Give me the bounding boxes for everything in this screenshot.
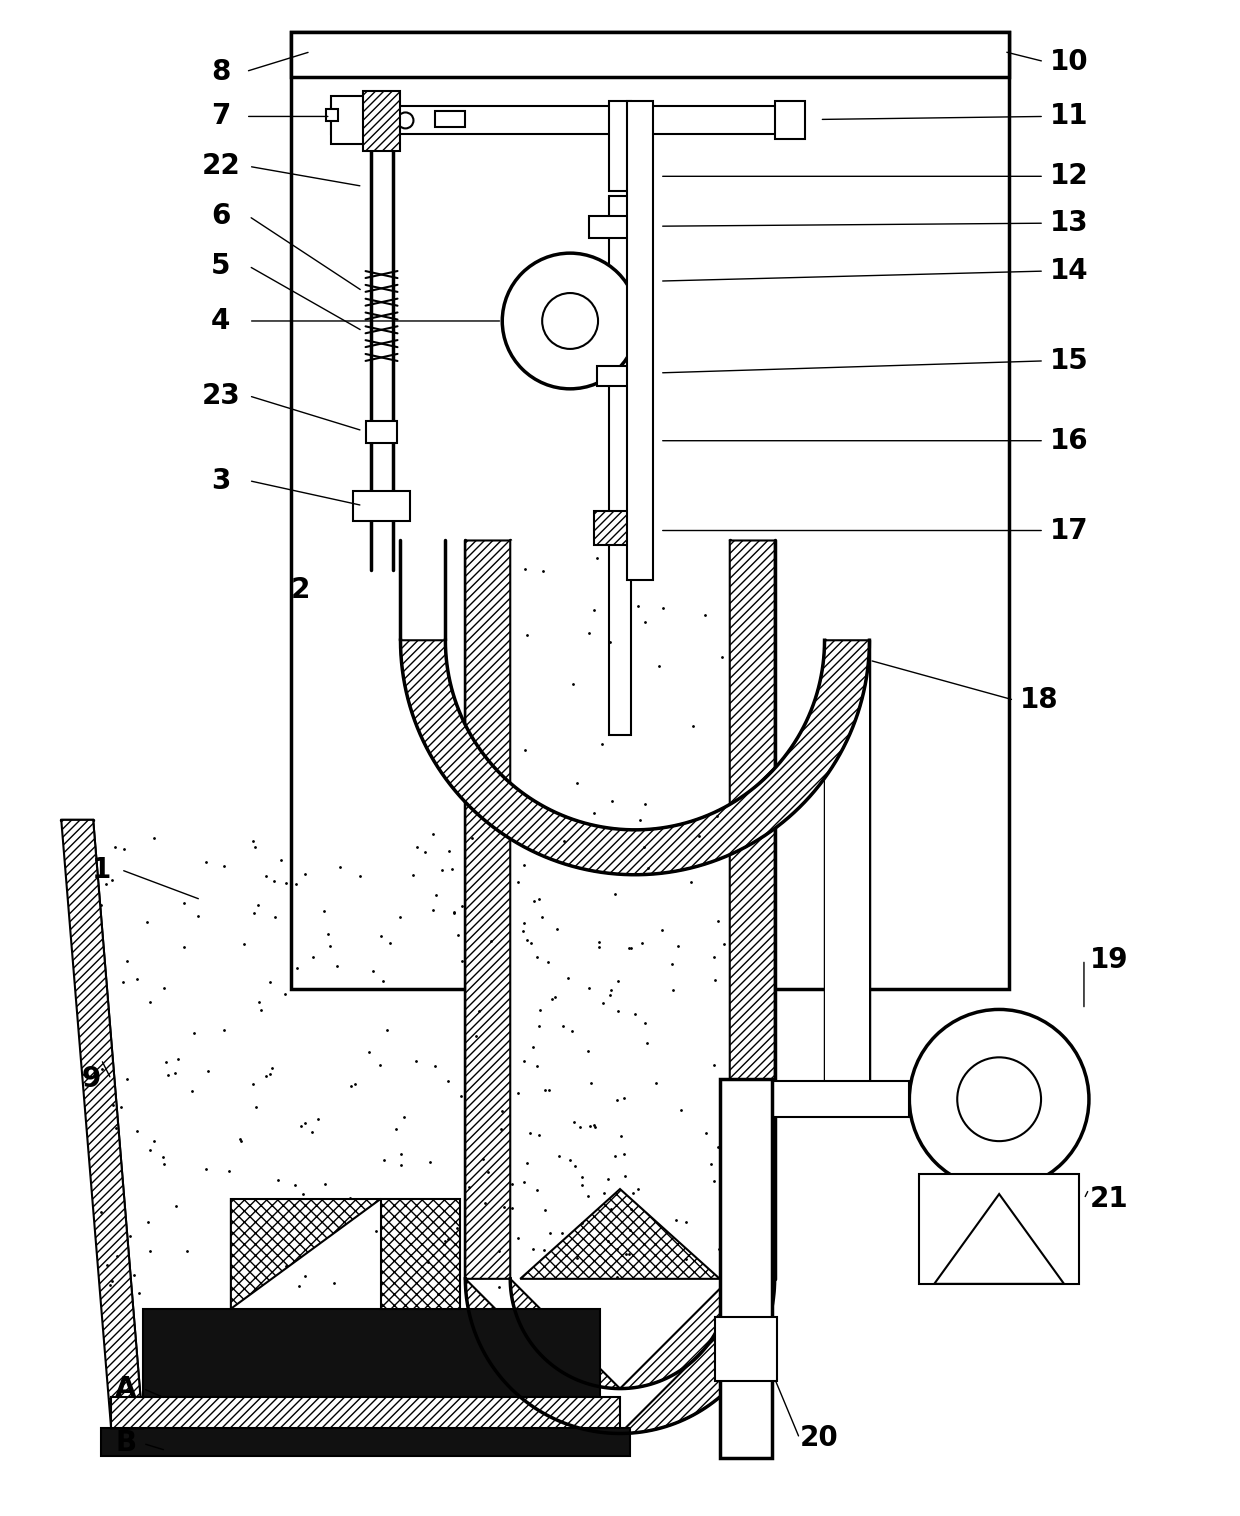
Text: 9: 9 xyxy=(82,1066,100,1093)
Polygon shape xyxy=(381,1199,460,1308)
Text: 22: 22 xyxy=(202,152,241,180)
Text: 15: 15 xyxy=(1049,347,1089,374)
Polygon shape xyxy=(521,1189,719,1280)
Bar xyxy=(589,217,651,238)
Bar xyxy=(719,1079,771,1458)
Text: 2: 2 xyxy=(291,576,310,605)
Text: 23: 23 xyxy=(202,382,241,409)
Text: 6: 6 xyxy=(211,202,231,230)
Text: 12: 12 xyxy=(1050,162,1089,191)
Bar xyxy=(112,1396,620,1428)
Bar xyxy=(143,1308,600,1396)
Bar xyxy=(714,1317,776,1381)
Text: 8: 8 xyxy=(211,58,231,85)
Circle shape xyxy=(542,293,598,349)
Text: 20: 20 xyxy=(800,1425,839,1452)
Polygon shape xyxy=(620,541,775,1434)
Bar xyxy=(594,511,646,546)
Polygon shape xyxy=(401,640,869,875)
Text: 17: 17 xyxy=(1050,517,1089,544)
Bar xyxy=(326,109,337,121)
Bar xyxy=(290,32,1009,990)
Bar xyxy=(352,491,410,520)
Text: 4: 4 xyxy=(211,306,231,335)
Bar xyxy=(609,196,631,735)
Circle shape xyxy=(957,1057,1042,1142)
Bar xyxy=(596,365,644,387)
Bar xyxy=(825,640,869,1099)
Bar xyxy=(435,112,465,127)
Bar xyxy=(366,421,398,443)
Bar xyxy=(102,1428,630,1457)
Text: 21: 21 xyxy=(1090,1186,1128,1213)
Text: 13: 13 xyxy=(1050,209,1089,236)
Text: 11: 11 xyxy=(1050,103,1089,130)
Text: 14: 14 xyxy=(1050,258,1089,285)
Bar xyxy=(331,106,790,135)
Bar xyxy=(775,102,805,139)
Bar xyxy=(919,1173,1079,1284)
Polygon shape xyxy=(61,820,143,1428)
Bar xyxy=(609,102,631,191)
Text: 7: 7 xyxy=(211,103,231,130)
Text: 1: 1 xyxy=(92,855,110,884)
Bar xyxy=(627,102,653,581)
Bar xyxy=(290,32,1009,76)
Polygon shape xyxy=(934,1195,1064,1284)
Polygon shape xyxy=(510,541,730,1389)
Text: 19: 19 xyxy=(1090,946,1128,973)
Polygon shape xyxy=(231,1199,381,1308)
Bar xyxy=(771,1081,909,1117)
Text: 18: 18 xyxy=(1019,687,1059,714)
Bar xyxy=(362,91,401,152)
Text: A: A xyxy=(115,1375,136,1402)
Text: 10: 10 xyxy=(1050,47,1089,76)
Text: 5: 5 xyxy=(211,252,231,280)
Text: B: B xyxy=(115,1430,136,1457)
Text: 16: 16 xyxy=(1050,426,1089,455)
Circle shape xyxy=(502,253,637,388)
Circle shape xyxy=(909,1010,1089,1189)
Text: 3: 3 xyxy=(211,467,231,494)
Bar xyxy=(331,97,366,144)
Circle shape xyxy=(398,112,413,129)
Polygon shape xyxy=(465,541,620,1434)
